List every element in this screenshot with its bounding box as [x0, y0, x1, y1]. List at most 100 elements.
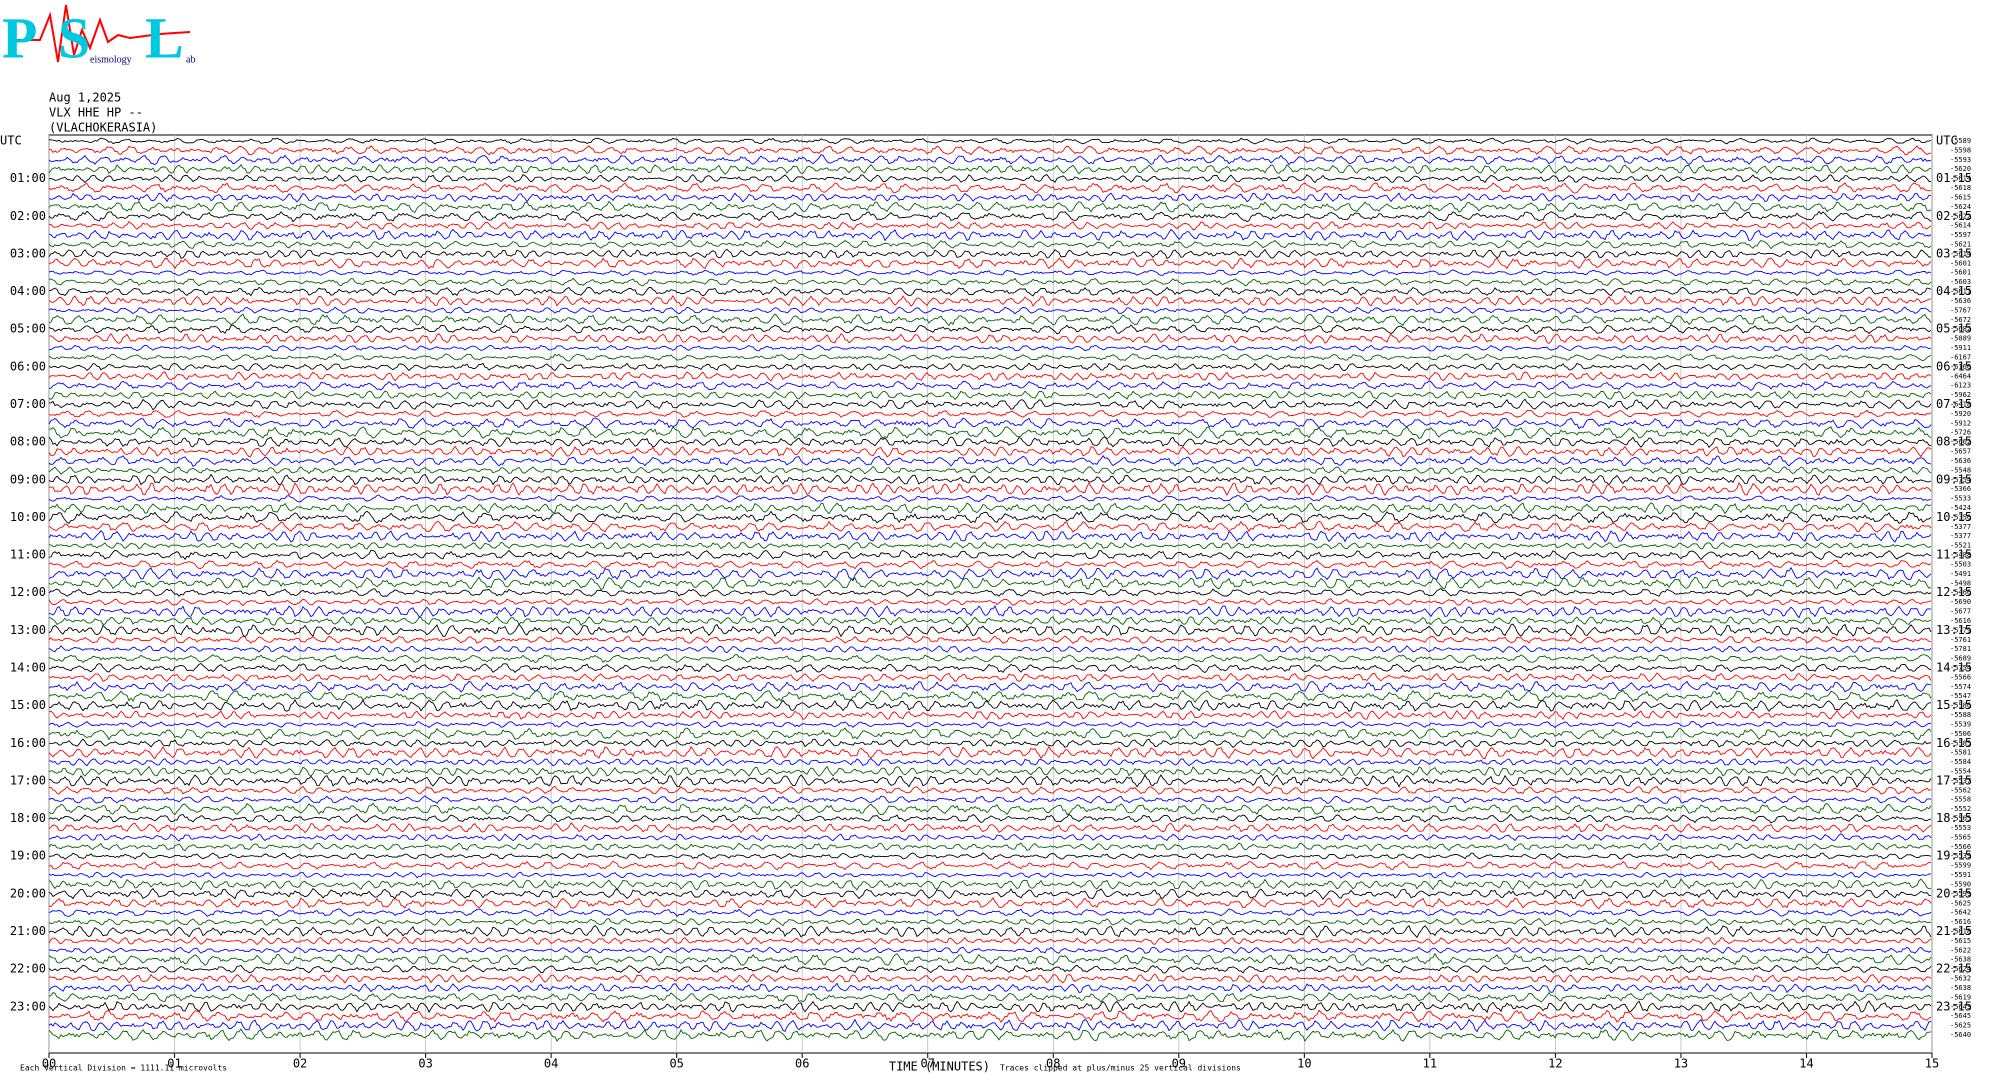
- trace-offset: -5591: [1950, 871, 1971, 879]
- hour-label-right: 10:15: [1936, 510, 1972, 524]
- hour-label-left: 05:00: [10, 322, 46, 336]
- hour-label-right: 06:15: [1936, 359, 1972, 373]
- trace: [48, 313, 1932, 327]
- trace: [48, 908, 1932, 918]
- trace: [48, 964, 1932, 974]
- trace: [48, 454, 1932, 467]
- trace-offset: -5622: [1950, 212, 1971, 220]
- trace-offset: -5574: [1950, 683, 1971, 691]
- x-tick-label: 14: [1799, 1057, 1813, 1071]
- x-tick-label: 02: [293, 1057, 307, 1071]
- trace-offset: -5962: [1950, 391, 1971, 399]
- trace: [48, 200, 1932, 213]
- trace-offset: -5565: [1950, 833, 1971, 841]
- trace: [48, 1009, 1932, 1023]
- trace-offset: -5553: [1950, 824, 1971, 832]
- trace-offset: -5619: [1950, 993, 1971, 1001]
- trace-offset: -5566: [1950, 843, 1971, 851]
- trace: [48, 306, 1932, 315]
- hour-label-left: 17:00: [10, 773, 46, 787]
- trace-offset: -5366: [1950, 485, 1971, 493]
- trace: [48, 494, 1932, 503]
- hour-label-left: 02:00: [10, 209, 46, 223]
- trace-offset: -5625: [1950, 1022, 1971, 1030]
- trace: [48, 946, 1932, 954]
- trace-offset: -5597: [1950, 231, 1971, 239]
- trace-offset: -5638: [1950, 984, 1971, 992]
- trace: [48, 269, 1932, 277]
- trace: [48, 286, 1932, 297]
- trace: [48, 709, 1932, 721]
- hour-label-left: 23:00: [10, 999, 46, 1013]
- trace: [48, 473, 1932, 486]
- x-tick-label: 13: [1674, 1057, 1688, 1071]
- trace-offset: -5767: [1950, 306, 1971, 314]
- trace-offset: -5754: [1950, 476, 1971, 484]
- x-tick-label: 15: [1925, 1057, 1939, 1071]
- trace: [48, 635, 1932, 645]
- trace-offset: -5547: [1950, 692, 1971, 700]
- trace: [48, 774, 1932, 789]
- trace: [48, 576, 1932, 591]
- trace-offset: -5621: [1950, 241, 1971, 249]
- trace-offset: -5558: [1950, 796, 1971, 804]
- trace: [48, 559, 1932, 570]
- trace: [48, 164, 1932, 175]
- logo-word: ab: [186, 54, 195, 65]
- trace: [48, 1028, 1932, 1042]
- hour-label-right: 11:15: [1936, 548, 1972, 562]
- trace: [48, 645, 1932, 654]
- trace-offset: -5593: [1950, 156, 1971, 164]
- trace-offset: -5521: [1950, 542, 1971, 550]
- hour-label-right: 14:15: [1936, 660, 1972, 674]
- trace: [48, 257, 1932, 270]
- trace-offset: -5611: [1950, 288, 1971, 296]
- trace: [48, 623, 1932, 638]
- trace-offset: -5599: [1950, 890, 1971, 898]
- trace-offset: -5491: [1950, 570, 1971, 578]
- trace: [48, 871, 1932, 879]
- trace-offset: -5643: [1950, 1003, 1971, 1011]
- trace: [48, 991, 1932, 1003]
- logo-letter: P: [2, 5, 37, 70]
- trace: [48, 362, 1932, 372]
- trace-offset: -6166: [1950, 363, 1971, 371]
- trace: [48, 605, 1932, 619]
- hour-label-right: 03:15: [1936, 246, 1972, 260]
- logo-letter: L: [145, 5, 184, 70]
- trace-offset: -5779: [1950, 626, 1971, 634]
- logo-wave: [10, 4, 191, 63]
- x-tick-label: 01: [167, 1057, 181, 1071]
- trace: [48, 765, 1932, 777]
- trace-offset: -5377: [1950, 532, 1971, 540]
- trace: [48, 745, 1932, 760]
- trace-offset: -5590: [1950, 880, 1971, 888]
- x-tick-label: 00: [42, 1057, 56, 1071]
- trace: [48, 380, 1932, 392]
- trace-offset: -5624: [1950, 965, 1971, 973]
- trace-offset: -5920: [1950, 410, 1971, 418]
- hour-label-right: 15:15: [1936, 698, 1972, 712]
- trace: [48, 785, 1932, 795]
- x-tick-label: 08: [1046, 1057, 1060, 1071]
- trace: [48, 510, 1932, 524]
- hour-label-left: 22:00: [10, 962, 46, 976]
- trace: [48, 277, 1932, 287]
- x-tick-label: 10: [1297, 1057, 1311, 1071]
- trace: [48, 924, 1932, 939]
- trace: [48, 757, 1932, 767]
- hour-label-left: 13:00: [10, 623, 46, 637]
- trace-offset: -5618: [1950, 184, 1971, 192]
- hour-label-right: 04:15: [1936, 284, 1972, 298]
- hour-label-right: 13:15: [1936, 623, 1972, 637]
- trace-offset: -5662: [1950, 438, 1971, 446]
- trace: [48, 588, 1932, 598]
- trace-offset: -5603: [1950, 278, 1971, 286]
- trace: [48, 182, 1932, 194]
- trace-offset: -5632: [1950, 975, 1971, 983]
- trace-offset: -5588: [1950, 711, 1971, 719]
- trace-offset: -5636: [1950, 297, 1971, 305]
- title-date: Aug 1,2025: [49, 91, 121, 105]
- trace-offset: -5640: [1950, 1031, 1971, 1039]
